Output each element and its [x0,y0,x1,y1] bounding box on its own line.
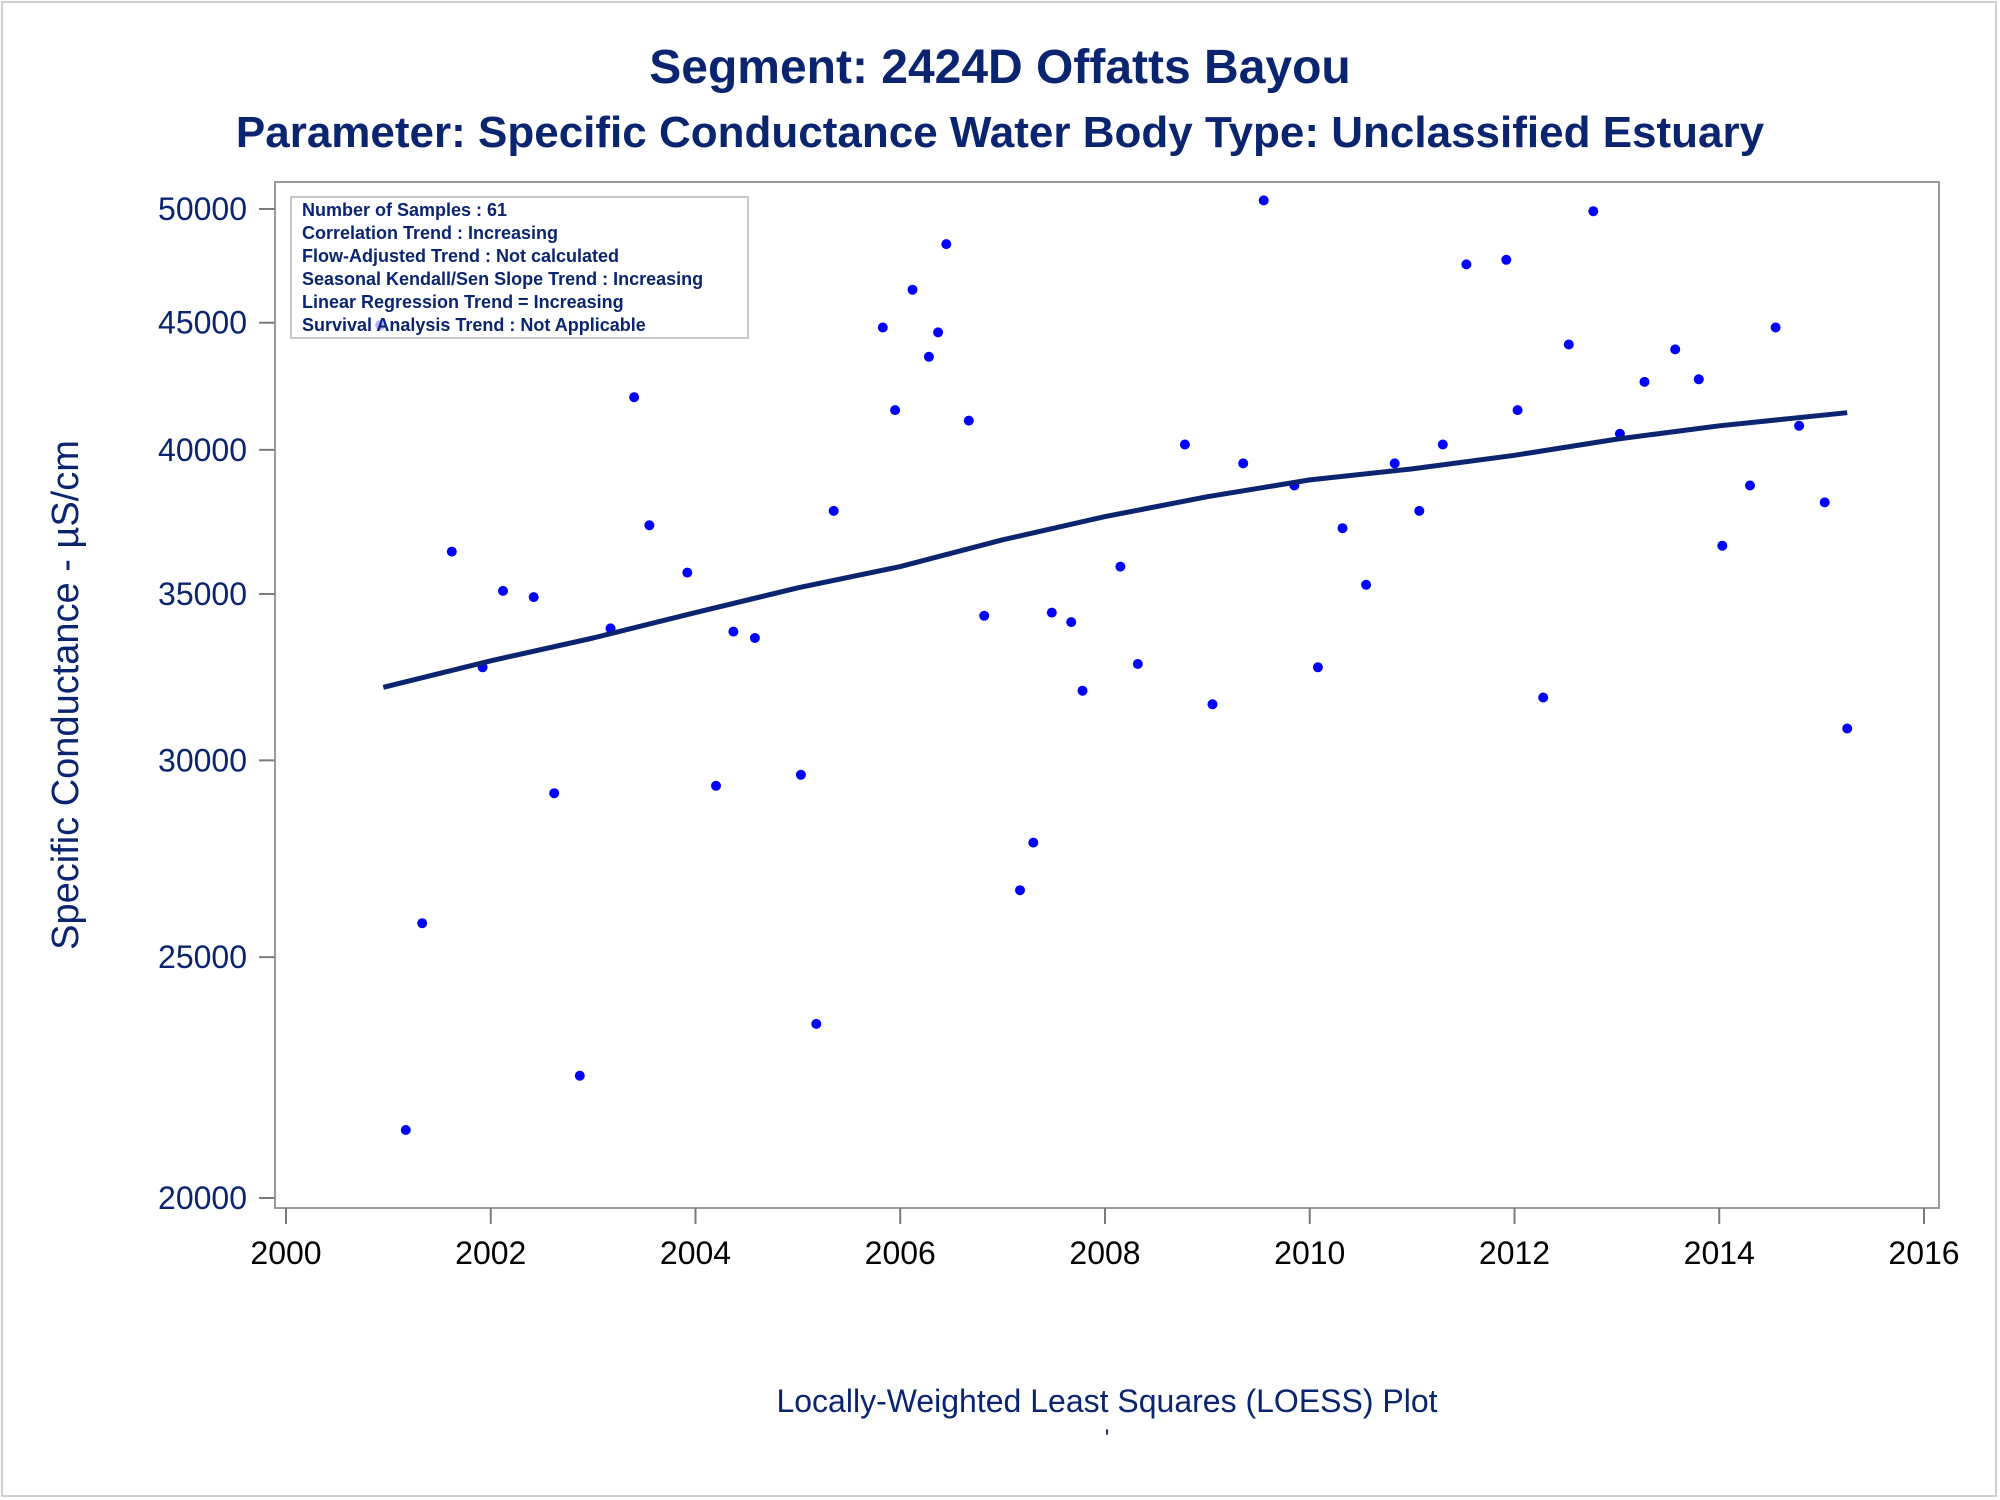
x-axis-label: Locally-Weighted Least Squares (LOESS) P… [776,1383,1437,1419]
data-point [400,1125,411,1135]
data-point [1207,699,1218,710]
data-point [1361,579,1372,590]
data-point [498,585,508,596]
data-point [1588,206,1599,217]
y-axis-label: Specific Conductance - µS/cm [45,440,87,950]
data-point [979,610,990,621]
data-point [795,769,806,780]
data-point [528,592,539,603]
data-point [1389,458,1400,469]
data-point [1115,561,1126,572]
stats-line-seasonal-kendall: Seasonal Kendall/Sen Slope Trend : Incre… [302,269,703,289]
data-point [1501,254,1512,265]
y-tick-label: 40000 [158,432,247,468]
data-point [1563,339,1574,350]
y-tick-label: 50000 [158,191,247,227]
chart-subtitle: Parameter: Specific Conductance Water Bo… [236,108,1765,157]
data-point [811,1018,822,1029]
data-point [574,1070,585,1081]
data-point [907,284,918,295]
x-tick-label: 2012 [1479,1235,1550,1271]
x-axis: 2000 2002 2004 2006 2008 2010 2012 2014 2016 [250,1208,1960,1271]
data-point [417,918,428,929]
data-point [1794,420,1805,431]
data-point [1717,540,1728,551]
loess-trend-line [382,410,1848,690]
data-point [941,239,952,250]
data-point [644,520,655,531]
data-point [749,633,760,643]
x-tick-label: 2004 [660,1235,731,1271]
stats-box-border [290,196,749,339]
data-point [1842,723,1853,734]
data-point [877,322,888,333]
data-point [446,546,457,557]
data-point [682,567,693,578]
data-point [1670,344,1681,355]
y-tick-label: 30000 [158,742,247,778]
data-point [1132,659,1143,669]
data-point [1512,405,1523,416]
chart-title: Segment: 2424D Offatts Bayou [649,41,1351,94]
x-tick-label: 2002 [455,1235,526,1271]
x-tick-label: 2016 [1888,1235,1959,1271]
stats-line-survival-analysis: Survival Analysis Trend : Not Applicable [302,315,646,335]
data-point [933,327,944,338]
data-point [728,626,739,637]
stats-line-linear-regression: Linear Regression Trend = Increasing [302,292,624,312]
x-tick-label: 2006 [865,1235,936,1271]
x-tick-label: 2010 [1274,1235,1345,1271]
data-point [1819,497,1830,508]
data-point [1461,259,1472,270]
data-point [963,415,974,426]
data-point [1077,685,1088,696]
x-tick-label: 2008 [1069,1235,1140,1271]
y-tick-label: 25000 [158,939,247,975]
data-point [1046,607,1057,618]
data-point [1437,439,1448,450]
data-point [1414,505,1425,516]
data-point [1337,523,1348,534]
data-point [711,780,721,791]
data-point [1015,885,1025,896]
x-tick-label: 2000 [250,1235,321,1271]
data-point [1693,374,1704,385]
y-tick-label: 20000 [158,1180,247,1216]
stats-line-correlation: Correlation Trend : Increasing [302,223,558,243]
data-point [1312,662,1323,673]
data-point [629,392,640,403]
data-point [923,351,934,362]
data-point [890,405,901,416]
data-point [1066,617,1077,628]
stats-line-flow-adjusted: Flow-Adjusted Trend : Not calculated [302,246,619,266]
data-point [1639,376,1650,387]
x-tick-label: 2014 [1684,1235,1755,1271]
data-point [1238,458,1249,469]
series-layer [375,195,1853,1135]
data-point [1179,439,1190,450]
stats-box: Number of Samples : 61 Correlation Trend… [290,196,749,339]
data-point [1745,480,1755,491]
data-point [1028,837,1039,848]
data-point [1770,322,1781,333]
data-point [549,788,560,799]
stats-line-samples: Number of Samples : 61 [302,200,507,220]
plot-area [274,181,1940,1209]
y-tick-label: 45000 [158,305,247,341]
data-point [1258,195,1269,206]
footnote: ' [1105,1425,1110,1452]
data-point [828,505,839,516]
data-point [1538,692,1549,703]
y-tick-label: 35000 [158,576,247,612]
y-axis: 20000 25000 30000 35000 40000 45000 50000 [158,191,275,1216]
